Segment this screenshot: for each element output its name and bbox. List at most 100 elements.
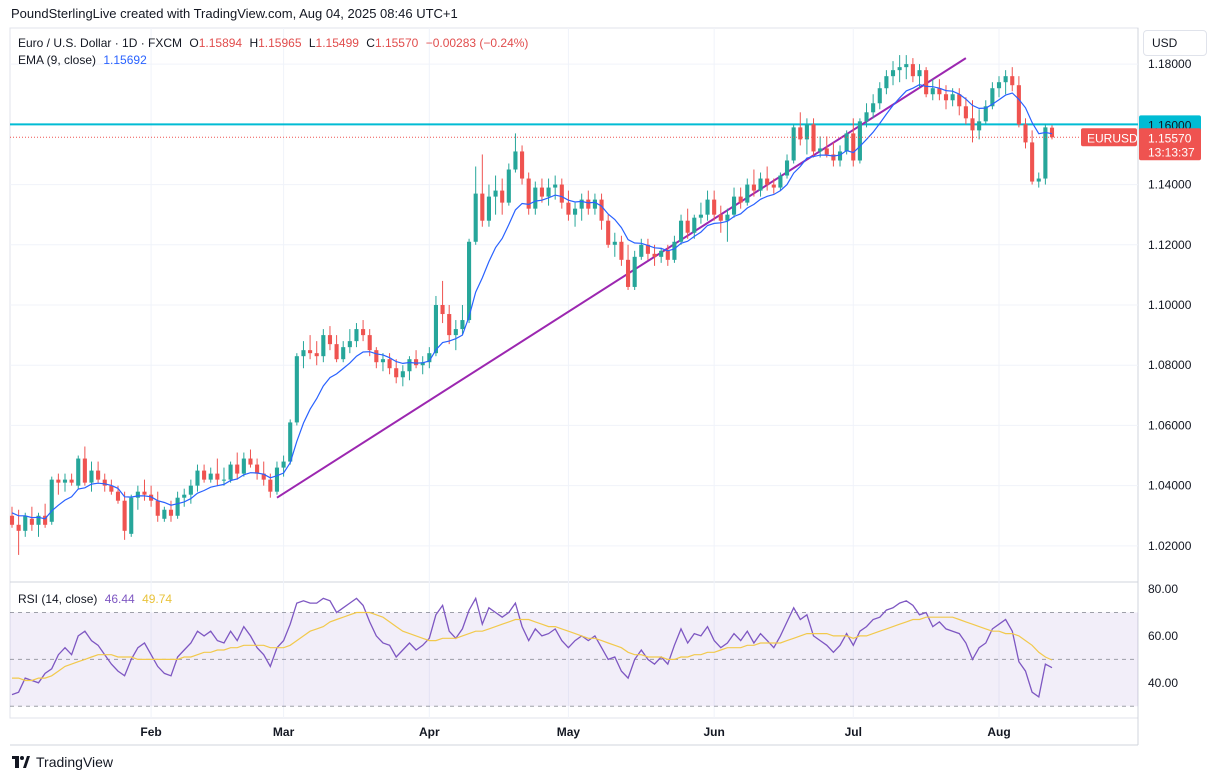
candle (288, 419, 293, 465)
candle (321, 329, 326, 363)
candle-body (427, 353, 432, 363)
candle-body (791, 127, 796, 161)
candle (433, 295, 439, 357)
tradingview-branding[interactable]: TradingView (12, 754, 113, 770)
candle (56, 473, 61, 495)
candle (155, 491, 160, 522)
candle (96, 461, 101, 483)
change-value: −0.00283 (−0.24%) (425, 36, 529, 50)
candle-body (480, 193, 485, 221)
rsi-legend: RSI (14, close) 46.44 49.74 (18, 592, 176, 606)
candle-body (758, 178, 763, 191)
candle (1010, 67, 1015, 92)
candle (798, 112, 803, 146)
symbol-tag-box (1081, 128, 1137, 147)
candle-body (857, 121, 862, 161)
rsi-label[interactable]: RSI (14, close) (18, 592, 98, 606)
last-price-label: 1.15570 (1148, 131, 1192, 145)
candle-body (420, 362, 425, 366)
candle (82, 446, 87, 486)
candle-body (387, 359, 392, 369)
candle-body (89, 470, 94, 483)
candle-body (327, 335, 333, 345)
candle (500, 178, 505, 215)
candle (804, 118, 809, 155)
ema-line (11, 83, 1053, 520)
candle (705, 190, 710, 221)
candle-body (367, 335, 372, 351)
candle (255, 458, 260, 480)
candle (29, 506, 34, 531)
candle-body (248, 458, 253, 465)
candle (43, 503, 48, 528)
candle-body (361, 329, 366, 336)
candle-body (950, 94, 955, 101)
currency-button[interactable]: USD (1143, 30, 1207, 56)
candle-body (513, 151, 518, 170)
candle (407, 356, 412, 381)
candle (314, 341, 319, 366)
ema-label[interactable]: EMA (9, close) (18, 53, 97, 67)
rsi-value: 46.44 (104, 592, 135, 606)
candle-body (122, 500, 127, 531)
candle-body (374, 350, 379, 363)
candle (811, 118, 816, 158)
candle-body (255, 464, 260, 474)
symbol-title[interactable]: Euro / U.S. Dollar · 1D · FXCM (18, 36, 183, 50)
candle (440, 280, 445, 324)
candle (208, 467, 213, 483)
candle-body (632, 256, 637, 287)
candle-body (288, 422, 293, 462)
candle-body (659, 250, 664, 257)
candle (235, 452, 240, 480)
candle-body (433, 305, 439, 354)
open-value: 1.15894 (198, 36, 243, 50)
candle (566, 190, 571, 221)
candle (910, 58, 915, 83)
candle-body (1016, 85, 1021, 125)
candle (824, 136, 829, 158)
candle (592, 193, 597, 215)
candle-body (129, 497, 134, 534)
brand-name: TradingView (36, 754, 114, 770)
candle (957, 88, 962, 116)
candle (447, 305, 452, 345)
candle-body (824, 148, 829, 155)
candle (659, 247, 664, 263)
candle (778, 172, 783, 191)
candle (533, 181, 538, 215)
candle-body (9, 515, 15, 525)
chart-attribution: PoundSterlingLive created with TradingVi… (11, 6, 458, 21)
candle-body (241, 458, 246, 474)
candle-body (334, 344, 339, 360)
candle (221, 467, 227, 486)
candle-body (731, 196, 737, 215)
candle (347, 329, 352, 354)
grid-lines (9, 27, 1139, 746)
candle (162, 506, 167, 522)
candle-body (837, 151, 843, 161)
candle (506, 163, 511, 206)
candle (493, 175, 498, 215)
candle-body (765, 178, 770, 185)
candle (36, 512, 41, 537)
candle (202, 464, 207, 483)
candle-body (1023, 124, 1028, 143)
candle-body (82, 458, 87, 483)
rsi-tick-label: 40.00 (1148, 676, 1178, 690)
candle (831, 142, 836, 167)
candle (427, 347, 432, 369)
candle-body (1036, 178, 1041, 182)
candle-body (1043, 127, 1048, 179)
candle (692, 214, 697, 239)
time-tick-label: Jun (703, 725, 724, 739)
candle (930, 79, 935, 101)
candle-body (579, 199, 584, 209)
candle-body (274, 467, 280, 492)
candle-body (890, 70, 896, 77)
candle (718, 205, 723, 233)
candle-body (573, 208, 578, 215)
candle-body (910, 64, 915, 77)
